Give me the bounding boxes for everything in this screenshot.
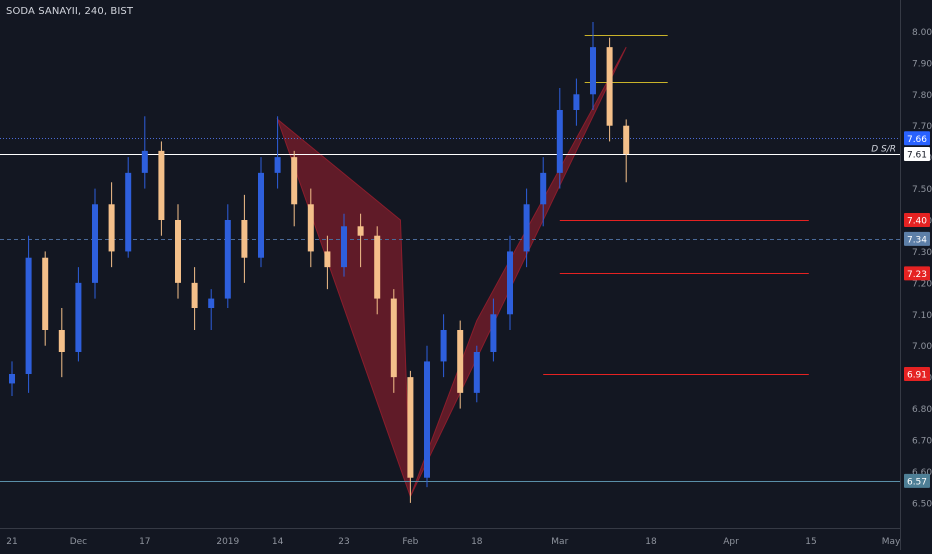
price-label: 7.40 [907,217,927,227]
candle-body [141,150,148,173]
candle-body [58,330,65,352]
candle-body [523,204,530,252]
candle-body [440,330,447,362]
time-tick-label: 18 [645,537,657,547]
price-tick-label: 6.60 [912,468,932,478]
price-tick-label: 6.80 [912,405,932,415]
price-tick-label: 7.00 [912,342,932,352]
candle-body [258,172,264,258]
price-label-bg [904,473,930,488]
time-tick-label: 18 [471,537,483,547]
pattern-triangle-xab [276,117,411,497]
candle-body [208,298,215,308]
time-tick-label: 15 [805,537,816,547]
candles [9,22,630,503]
price-label-bg [904,231,930,246]
candle-body [507,251,513,315]
price-tick-label: 6.70 [912,437,932,447]
time-tick-label: 17 [139,537,150,547]
price-label-bg [904,131,930,146]
time-tick-label: Apr [723,537,739,547]
time-tick-label: Mar [551,537,568,547]
candle-body [374,235,381,299]
price-label: 6.91 [907,371,927,381]
time-tick-label: 14 [272,537,284,547]
price-tick-label: 8.00 [912,28,932,38]
price-tick-label: 7.50 [912,185,932,195]
candle-body [25,257,32,374]
candle-body [224,220,231,299]
candle-body [108,204,115,252]
price-tick-label: 7.80 [912,91,932,101]
time-axis: 21 Dec 17 2019 14 23 Feb 18 Mar 18 Apr 15 May [0,528,901,547]
line-annotation: D S/R [871,145,896,155]
price-labels: 7.66 7.61 7.34 6.57 7.40 7.23 6.91 [904,131,930,488]
price-tick-label: 7.10 [912,311,932,321]
price-tick-label: 7.30 [912,248,932,258]
time-tick-label: Feb [402,537,418,547]
candle-body [407,377,414,478]
candle-body [92,204,98,283]
price-label: 7.61 [907,151,927,161]
candle-body [573,94,580,110]
price-label-bg [904,147,930,161]
chart-title: SODA SANAYII, 240, BIST [6,6,134,17]
candle-body [75,282,82,352]
price-tick-label: 7.20 [912,279,932,289]
price-tick-label: 7.70 [912,122,932,132]
candle-body [274,157,281,173]
candle-body [473,352,480,393]
candle-body [540,172,547,205]
candle-body [241,220,248,258]
harmonic-pattern [276,46,627,497]
candle-body [307,204,314,252]
horizontal-lines: D S/R [0,35,900,482]
candle-body [457,330,464,393]
price-label: 6.57 [907,477,927,487]
candle-body [9,374,15,384]
price-label-bg [904,266,930,281]
price-tick-label: 7.90 [912,59,932,69]
candle-body [42,257,49,330]
time-tick-label: May [882,537,901,547]
time-tick-label: 21 [6,537,17,547]
candle-body [324,251,331,268]
candle-body [424,361,430,478]
pattern-triangle-bcd [409,46,627,497]
price-label: 7.34 [907,235,927,245]
price-tick-label: 6.50 [912,499,932,509]
candle-body [490,314,497,352]
candle-body [390,298,397,378]
price-label-bg [904,213,930,227]
time-tick-label: 23 [338,537,349,547]
candle-body [556,110,563,173]
price-label: 7.23 [907,270,927,280]
candle-body [341,226,347,268]
candle-body [606,47,613,126]
price-label-bg [904,367,930,381]
candle-body [623,125,630,154]
candle-body [125,172,132,252]
candle-body [158,150,165,220]
time-tick-label: 2019 [216,537,239,547]
candle-body [590,47,596,95]
candle-body [191,282,198,308]
candle-body [357,226,364,236]
time-tick-label: Dec [70,537,87,547]
candle-body [291,157,298,205]
candle-body [175,220,181,283]
price-label: 7.66 [907,135,927,145]
